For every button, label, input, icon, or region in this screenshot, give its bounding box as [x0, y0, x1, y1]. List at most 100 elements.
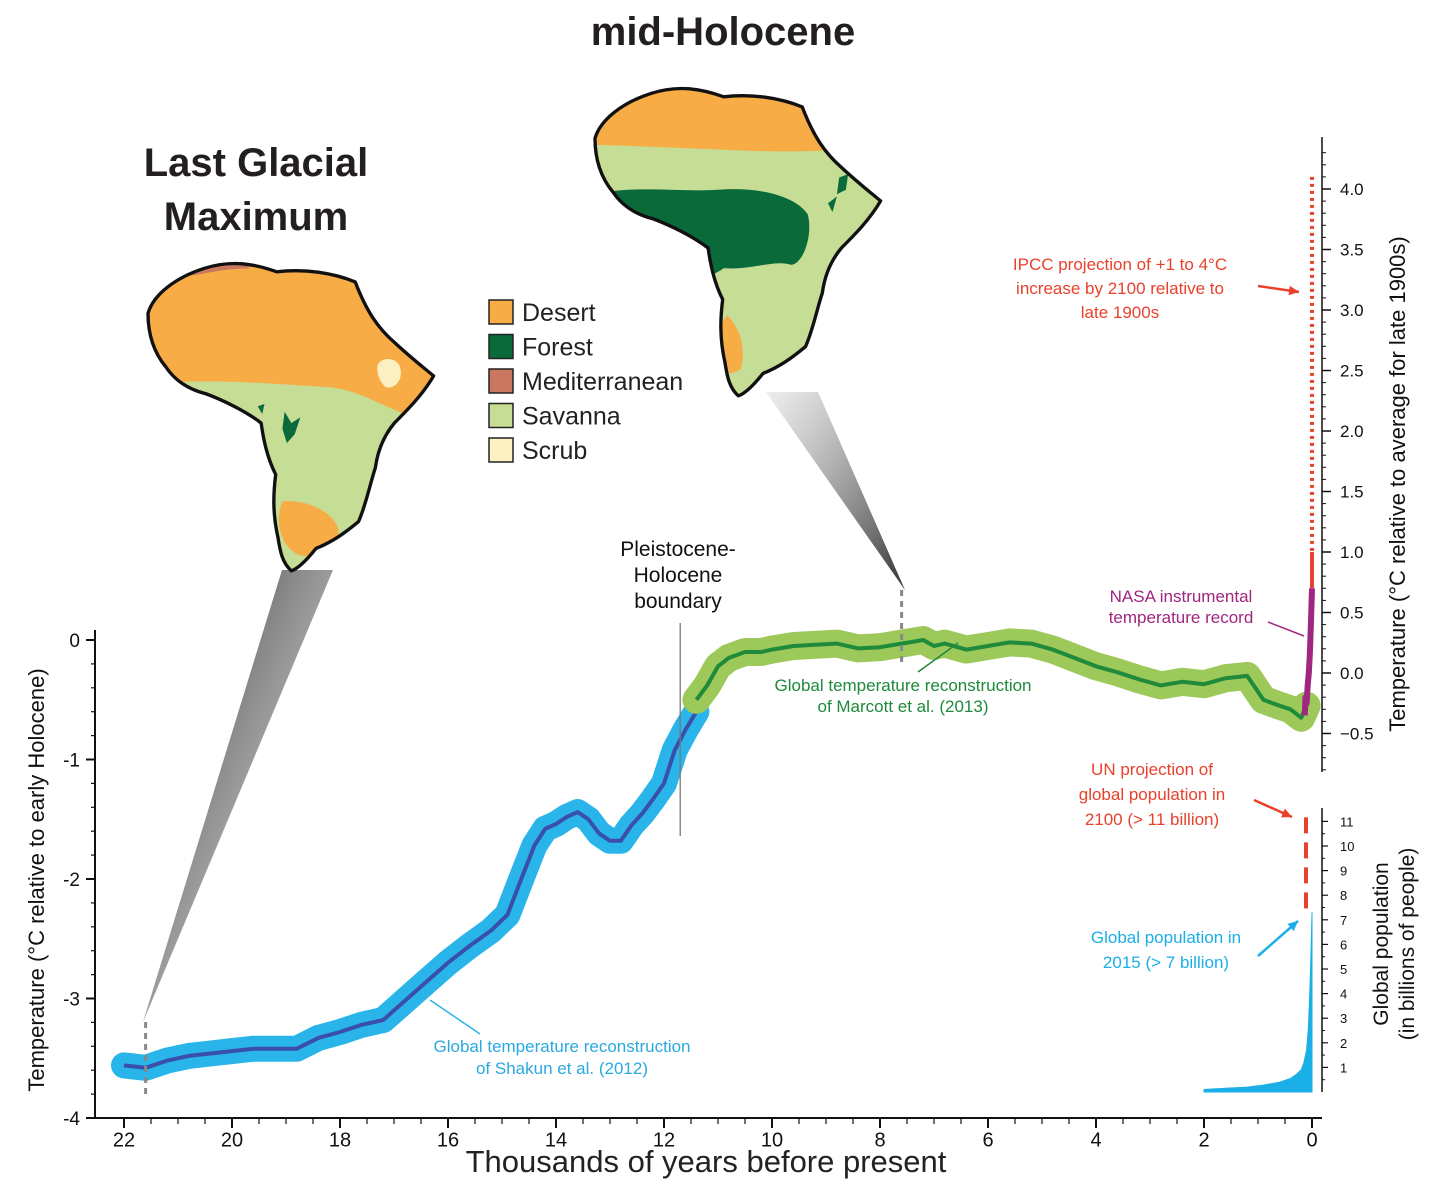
lgm-title-line-1: Last Glacial: [144, 141, 369, 185]
un-label-line-1: UN projection of: [1091, 760, 1213, 779]
legend-label: Savanna: [522, 403, 621, 431]
population-axis-tick-label: 4: [1340, 987, 1347, 1002]
left-axis-label: Temperature (°C relative to early Holoce…: [24, 668, 49, 1091]
legend-swatch: [488, 333, 514, 360]
left-axis-tick-label: -4: [63, 1109, 80, 1130]
nasa-label: NASA instrumental temperature record: [1109, 587, 1254, 627]
left-axis-tick-label: 0: [69, 631, 80, 652]
nasa-label-line-1: NASA instrumental: [1110, 587, 1253, 606]
un-arrow-head: [1281, 808, 1292, 818]
pop2015-label-line-1: Global population in: [1091, 928, 1241, 947]
x-axis-tick-label: 0: [1306, 1130, 1317, 1152]
right-temp-axis-tick-label: −0.5: [1340, 725, 1374, 744]
boundary-label: Pleistocene- Holocene boundary: [620, 538, 736, 613]
ipcc-label: IPCC projection of +1 to 4°C increase by…: [1013, 255, 1227, 322]
lgm-callout-cone: [143, 570, 333, 1022]
legend-label: Desert: [522, 299, 596, 327]
temperature-axes: 0 -1 -2 -3 -4 Temperature (°C relative to ear…: [24, 137, 1419, 1179]
lgm-africa-map: [146, 261, 436, 573]
x-axis-tick-label: 6: [982, 1130, 993, 1152]
x-axis-tick-label: 20: [221, 1130, 243, 1152]
nasa-leader: [1267, 621, 1305, 637]
right-temp-axis-tick-label: 2.5: [1340, 362, 1364, 381]
x-axis-tick-label: 4: [1090, 1130, 1101, 1152]
legend-swatch: [488, 402, 514, 429]
population-axis-tick-label: 9: [1340, 864, 1347, 879]
ipcc-label-line-1: IPCC projection of +1 to 4°C: [1013, 255, 1227, 274]
un-label-line-2: global population in: [1079, 785, 1226, 804]
pop2015-label: Global population in 2015 (> 7 billion): [1091, 928, 1241, 972]
legend-label: Scrub: [522, 437, 587, 465]
leader-lines: [429, 284, 1305, 1035]
ipcc-arrow-head: [1288, 285, 1299, 296]
shakun-label-line-1: Global temperature reconstruction: [433, 1037, 690, 1056]
x-axis-tick-label: 8: [874, 1130, 885, 1152]
marcott-leader: [917, 642, 959, 673]
nasa-series-line: [1301, 588, 1315, 716]
population-axis-tick-label: 11: [1340, 814, 1354, 829]
holocene-africa-map: [593, 86, 883, 398]
pop2015-label-line-2: 2015 (> 7 billion): [1103, 953, 1229, 972]
population-axis-tick-label: 6: [1340, 937, 1347, 952]
legend-label: Mediterranean: [522, 368, 683, 396]
right-temp-axis-tick-label: 3.5: [1340, 241, 1364, 260]
pop2015-arrow-head: [1287, 921, 1298, 932]
x-axis-tick-label: 12: [653, 1130, 675, 1152]
boundary-label-line-2: Holocene: [634, 564, 723, 587]
holocene-title: mid-Holocene: [591, 10, 855, 54]
nasa-label-line-2: temperature record: [1109, 608, 1254, 627]
legend-swatch: [488, 437, 514, 463]
left-axis-tick-label: -2: [63, 870, 80, 891]
lgm-title-line-2: Maximum: [164, 195, 349, 239]
boundary-label-line-3: boundary: [634, 590, 722, 613]
legend-label: Forest: [522, 334, 593, 362]
x-axis-tick-label: 2: [1198, 1130, 1209, 1152]
ipcc-label-line-2: increase by 2100 relative to: [1016, 279, 1224, 298]
un-label-line-3: 2100 (> 11 billion): [1085, 810, 1219, 829]
vegetation-legend: Desert Forest Mediterranean Savanna Scrub: [488, 299, 683, 465]
legend-swatch: [488, 368, 514, 394]
x-axis-tick-label: 14: [545, 1130, 567, 1152]
population-axis-label-line-2: (in billions of people): [1396, 848, 1419, 1041]
population-axis-tick-label: 10: [1340, 839, 1354, 854]
legend-swatch: [488, 299, 514, 325]
right-temp-axis-tick-label: 2.0: [1340, 422, 1364, 441]
series-layer: [111, 176, 1321, 1095]
shakun-series-line: [123, 710, 699, 1070]
population-axis-tick-label: 3: [1340, 1011, 1347, 1026]
population-axis-tick-label: 7: [1340, 913, 1347, 928]
shakun-label: Global temperature reconstruction of Sha…: [433, 1037, 690, 1078]
marcott-series-line: [694, 638, 1309, 720]
shakun-label-line-2: of Shakun et al. (2012): [476, 1059, 648, 1078]
x-axis-tick-label: 22: [113, 1130, 135, 1152]
population-axis-tick-label: 1: [1340, 1060, 1347, 1075]
ipcc-label-line-3: late 1900s: [1081, 303, 1159, 322]
left-axis-tick-label: -1: [63, 751, 80, 772]
population-area: [1203, 912, 1313, 1093]
boundary-label-line-1: Pleistocene-: [620, 538, 736, 561]
population-axis-tick-label: 5: [1340, 962, 1347, 977]
right-temp-axis-tick-label: 0.0: [1340, 664, 1364, 683]
x-axis-tick-label: 18: [329, 1130, 351, 1152]
right-temp-axis-tick-label: 3.0: [1340, 301, 1364, 320]
right-temp-axis-label: Temperature (°C relative to average for …: [1385, 236, 1410, 731]
x-axis-tick-label: 10: [761, 1130, 783, 1152]
marcott-label: Global temperature reconstruction of Mar…: [774, 676, 1031, 716]
holocene-callout-cone: [766, 392, 905, 590]
right-temp-axis-tick-label: 1.0: [1340, 543, 1364, 562]
population-axis-label: Global population (in billions of people): [1370, 848, 1419, 1041]
population-axis-label-line-1: Global population: [1370, 862, 1393, 1025]
shakun-leader: [429, 999, 481, 1035]
population-axis-tick-label: 8: [1340, 888, 1347, 903]
population-axis-tick-label: 2: [1340, 1036, 1347, 1051]
right-temp-axis-tick-label: 4.0: [1340, 180, 1364, 199]
marcott-label-line-2: of Marcott et al. (2013): [817, 697, 988, 716]
x-axis-label: Thousands of years before present: [466, 1144, 947, 1179]
right-temp-axis-tick-label: 0.5: [1340, 604, 1364, 623]
un-label: UN projection of global population in 21…: [1079, 760, 1226, 829]
left-axis-tick-label: -3: [63, 990, 80, 1011]
x-axis-tick-label: 16: [437, 1130, 459, 1152]
marcott-label-line-1: Global temperature reconstruction: [774, 676, 1031, 695]
right-temp-axis-tick-label: 1.5: [1340, 483, 1364, 502]
